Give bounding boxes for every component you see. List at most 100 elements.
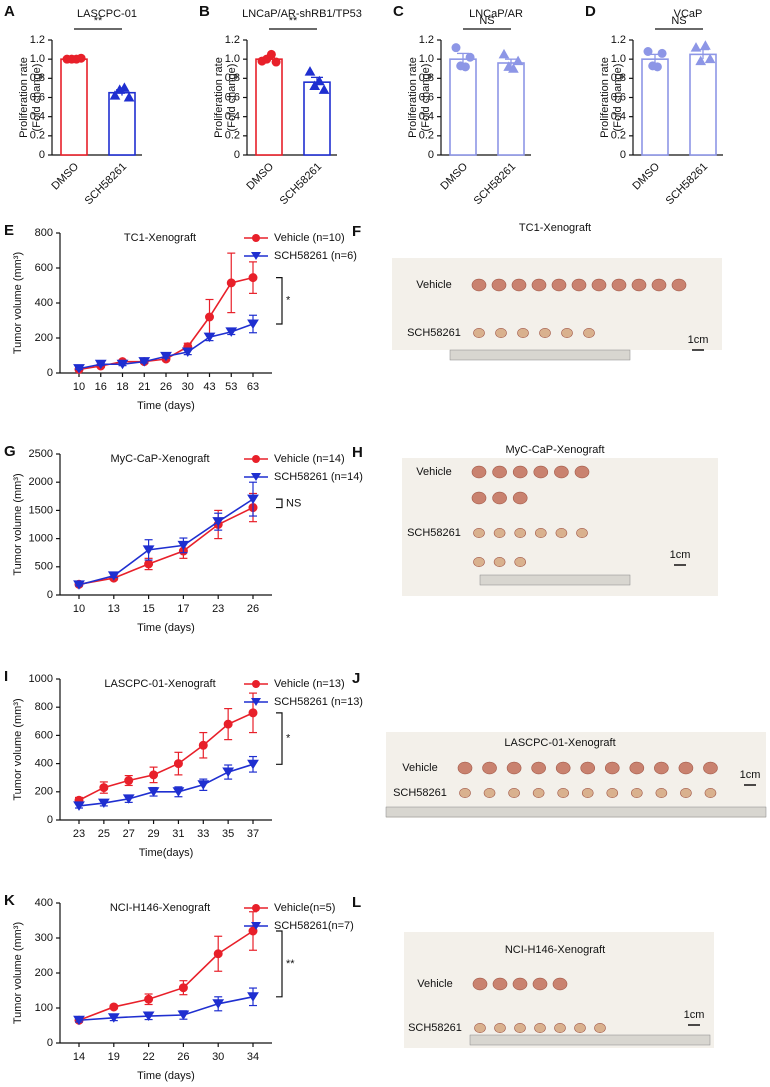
x-tick-label: 26 [177, 1051, 189, 1063]
marker [198, 740, 208, 750]
tumor [631, 278, 647, 292]
x-tick-label: SCH58261 [83, 161, 130, 208]
x-tick-label: 26 [247, 603, 259, 615]
x-tick-label: 23 [73, 828, 85, 840]
marker [212, 999, 225, 1009]
marker [116, 359, 129, 370]
tumor [574, 1023, 586, 1033]
legend-marker [251, 922, 261, 930]
tumor [631, 788, 643, 798]
chart-title: VCaP [674, 8, 703, 20]
y-axis-label: Proliferation rate [407, 57, 419, 138]
x-tick-label: 23 [212, 603, 224, 615]
marker [695, 55, 707, 66]
bar [108, 91, 136, 156]
y-tick-label: 600 [35, 262, 53, 274]
marker [512, 55, 524, 66]
tumor [561, 328, 573, 338]
significance-bracket [276, 498, 283, 509]
x-tick-label: 30 [182, 381, 194, 393]
tumor [514, 557, 527, 567]
marker [94, 359, 107, 370]
marker [119, 82, 130, 92]
x-tick-label: 14 [73, 1051, 85, 1063]
panel-letter: C [393, 3, 404, 20]
x-tick-label: 18 [116, 381, 128, 393]
marker [271, 57, 281, 67]
y-tick-label: 0.4 [30, 111, 45, 123]
marker [122, 794, 135, 804]
x-tick-label: 30 [212, 1051, 224, 1063]
y-tick-label: 800 [35, 227, 53, 239]
marker [142, 1011, 155, 1021]
photo-title: TC1-Xenograft [519, 222, 591, 234]
tumor [492, 465, 507, 479]
bar [303, 81, 331, 156]
marker [247, 759, 259, 770]
marker [222, 767, 235, 778]
panel-letter: D [585, 3, 596, 20]
significance-label: NS [479, 15, 494, 27]
bar [60, 58, 88, 156]
tumor [611, 278, 627, 292]
marker [124, 776, 134, 786]
panel-letter: L [352, 894, 361, 911]
y-tick-label: 0 [47, 367, 53, 379]
significance-bracket [276, 712, 283, 765]
y-axis-label: Tumor volume (mm³) [12, 473, 24, 575]
y-tick-label: 1000 [29, 533, 53, 545]
tumor [555, 761, 571, 775]
marker [314, 75, 325, 86]
tumor [576, 528, 588, 538]
ruler [479, 574, 631, 586]
panel-letter: E [4, 222, 14, 239]
y-axis-label: (Fold change) [31, 64, 43, 132]
y-tick-label: 0 [47, 814, 53, 826]
x-tick-label: 63 [247, 381, 259, 393]
ruler [385, 806, 767, 818]
y-axis-label: Proliferation rate [599, 57, 611, 138]
tumor [512, 491, 528, 505]
marker [460, 62, 470, 72]
y-axis-label: (Fold change) [226, 64, 238, 132]
tumor [606, 788, 619, 798]
x-tick-label: 31 [172, 828, 184, 840]
chart-title: TC1-Xenograft [124, 232, 196, 244]
marker [652, 62, 662, 72]
x-tick-label: 25 [98, 828, 110, 840]
series-line [78, 930, 254, 1021]
significance-label: * [286, 295, 291, 307]
marker [178, 983, 188, 993]
group-label: SCH58261 [407, 327, 461, 339]
tumor [574, 465, 590, 479]
tumor [495, 328, 507, 338]
marker [73, 801, 85, 811]
marker [247, 319, 259, 329]
tumor [514, 528, 527, 538]
tumor [551, 278, 567, 292]
chart-title: LNCaP/AR-shRB1/TP53 [242, 8, 362, 20]
y-tick-label: 0 [39, 149, 45, 161]
x-tick-label: SCH58261 [472, 161, 519, 208]
tumor [571, 278, 587, 292]
legend-marker [252, 234, 260, 242]
tumor [533, 465, 549, 479]
y-tick-label: 800 [35, 701, 53, 713]
marker [226, 278, 236, 288]
bar [641, 58, 669, 156]
marker [508, 63, 519, 73]
marker [144, 994, 154, 1004]
panel-letter: F [352, 223, 361, 240]
tumor [493, 557, 506, 567]
legend-label: Vehicle(n=5) [274, 902, 335, 914]
panel-letter: J [352, 670, 360, 687]
panel-letter: H [352, 444, 363, 461]
y-tick-label: 1500 [29, 504, 53, 516]
x-tick-label: DMSO [438, 160, 470, 192]
tumor [703, 761, 718, 775]
y-tick-label: 400 [35, 897, 53, 909]
y-tick-label: 1.2 [225, 34, 240, 46]
tumor [512, 977, 528, 991]
legend-label: Vehicle (n=10) [274, 232, 345, 244]
